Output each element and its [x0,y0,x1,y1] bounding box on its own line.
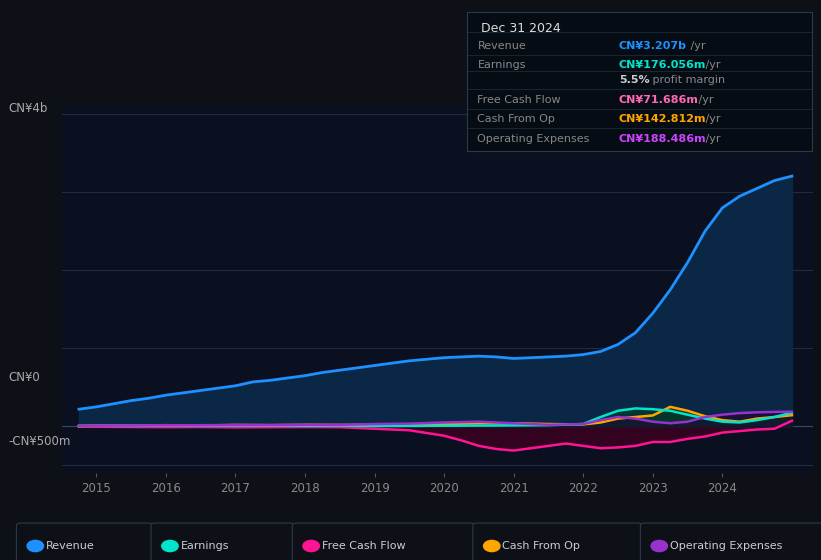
Text: CN¥71.686m: CN¥71.686m [619,95,699,105]
Text: CN¥188.486m: CN¥188.486m [619,134,707,144]
Text: /yr: /yr [702,60,721,70]
Text: /yr: /yr [702,134,721,144]
Text: profit margin: profit margin [649,76,725,85]
Text: Free Cash Flow: Free Cash Flow [478,95,561,105]
Text: CN¥176.056m: CN¥176.056m [619,60,706,70]
Text: Revenue: Revenue [478,41,526,50]
Text: Earnings: Earnings [181,541,229,551]
Text: CN¥142.812m: CN¥142.812m [619,114,706,124]
Text: Cash From Op: Cash From Op [502,541,580,551]
Text: CN¥3.207b: CN¥3.207b [619,41,687,50]
Text: Operating Expenses: Operating Expenses [478,134,589,144]
Text: Revenue: Revenue [46,541,94,551]
Text: 5.5%: 5.5% [619,76,649,85]
Text: Cash From Op: Cash From Op [478,114,555,124]
Text: /yr: /yr [687,41,705,50]
Text: Operating Expenses: Operating Expenses [670,541,782,551]
Text: Dec 31 2024: Dec 31 2024 [481,22,561,35]
Text: Free Cash Flow: Free Cash Flow [322,541,406,551]
Text: CN¥4b: CN¥4b [8,102,48,115]
Text: /yr: /yr [695,95,713,105]
Text: CN¥0: CN¥0 [8,371,40,384]
Text: Earnings: Earnings [478,60,526,70]
Text: /yr: /yr [702,114,721,124]
Text: -CN¥500m: -CN¥500m [8,435,71,448]
